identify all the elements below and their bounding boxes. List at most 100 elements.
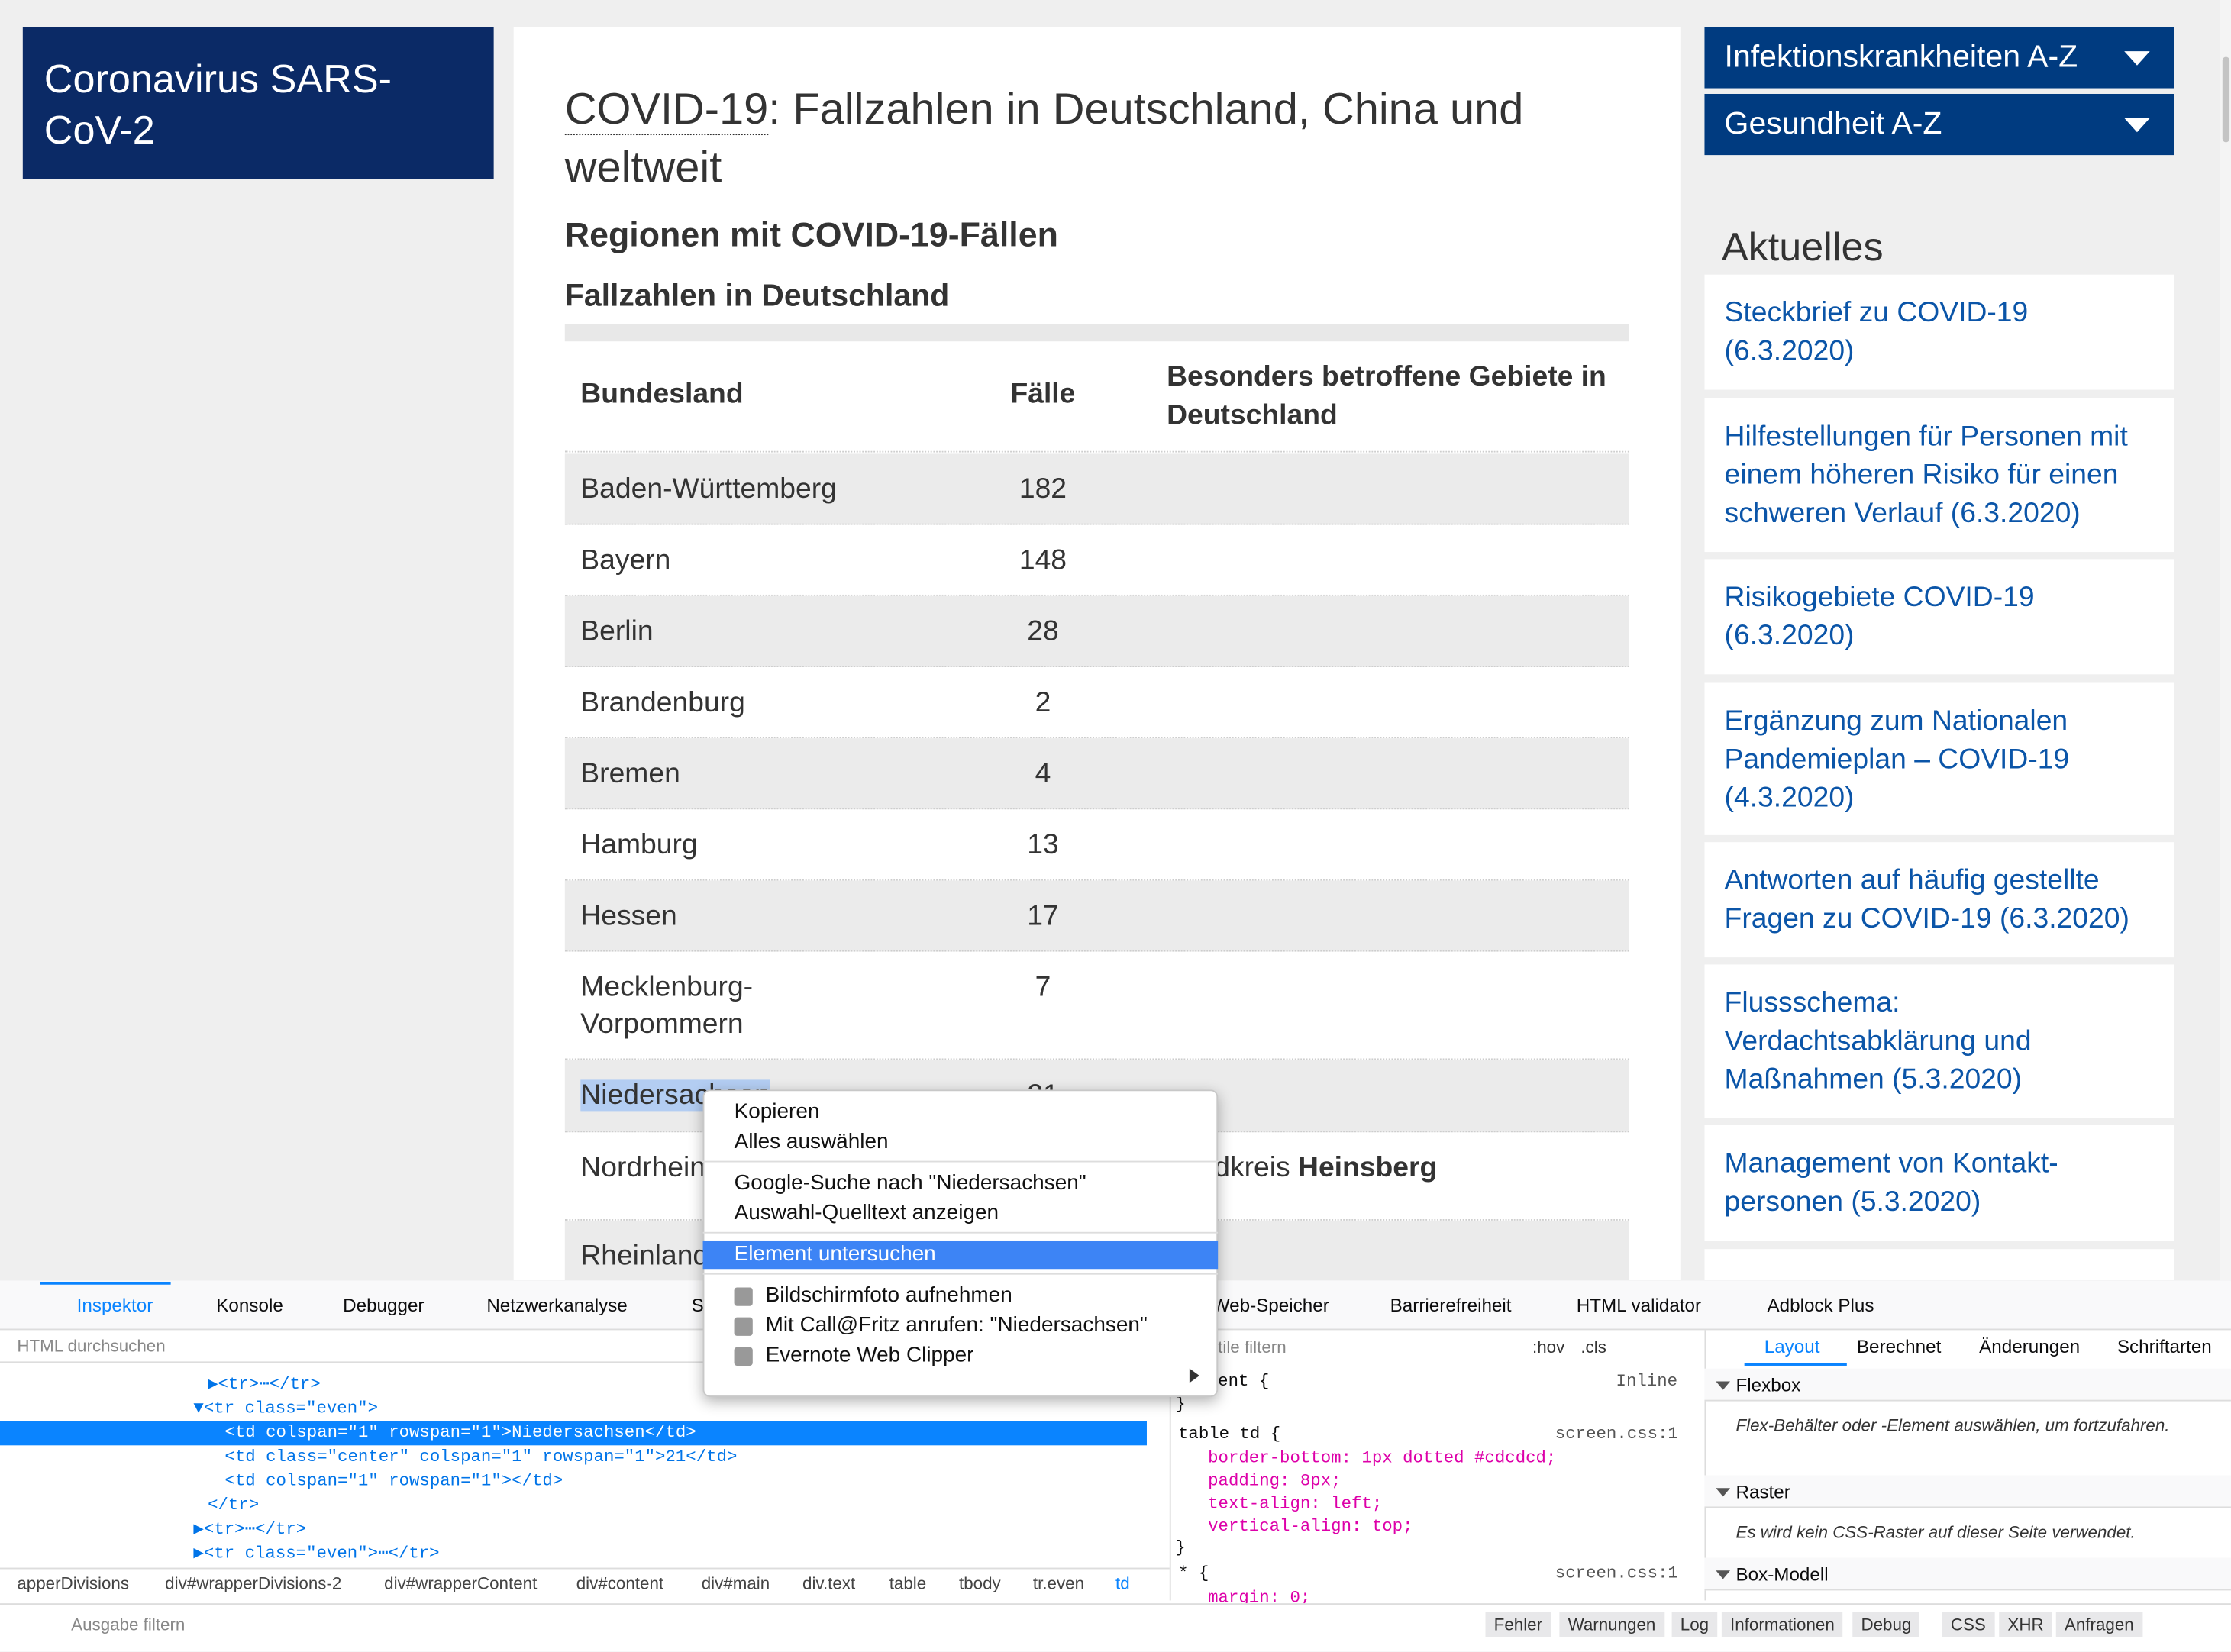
table-row bbox=[564, 595, 1629, 667]
menu-item[interactable]: Mit Call@Fritz anrufen: "Niedersachsen" bbox=[765, 1313, 1148, 1337]
menu-separator bbox=[702, 1273, 1219, 1275]
menu-item[interactable]: Kopieren bbox=[734, 1099, 820, 1124]
console-button[interactable]: Informationen bbox=[1721, 1612, 1843, 1637]
news-link[interactable]: Antworten auf häufig gestellte Fragen zu… bbox=[1724, 865, 2129, 935]
devtools-tab[interactable]: Netzwerkanalyse bbox=[486, 1294, 628, 1316]
table-top-bar bbox=[564, 324, 1629, 342]
css-tool[interactable]: .cls bbox=[1580, 1337, 1606, 1357]
layout-tab[interactable]: Berechnet bbox=[1856, 1335, 1942, 1357]
section-title: Coronavirus SARS-CoV-2 bbox=[44, 56, 392, 153]
menu-item[interactable]: Bildschirmfoto aufnehmen bbox=[765, 1283, 1012, 1308]
table-row bbox=[564, 951, 1629, 1060]
breadcrumb[interactable]: apperDivisions bbox=[17, 1573, 130, 1594]
abbr: COVID-19 bbox=[564, 83, 769, 136]
console-button[interactable]: XHR bbox=[1999, 1612, 2052, 1637]
nav-label[interactable]: Gesundheit A-Z bbox=[1724, 105, 1942, 141]
news-link[interactable]: Steckbrief zu COVID-19 (6.3.2020) bbox=[1724, 297, 2029, 367]
news-link[interactable]: Risikogebiete COVID-19 (6.3.2020) bbox=[1724, 582, 2035, 652]
layout-tab[interactable]: Layout bbox=[1764, 1335, 1820, 1357]
section-title[interactable]: Flexbox bbox=[1735, 1374, 1801, 1396]
console-filter[interactable]: Ausgabe filtern bbox=[71, 1615, 186, 1635]
menu-item[interactable]: Alles auswählen bbox=[734, 1129, 889, 1154]
cell-name: Brandenburg bbox=[580, 684, 865, 721]
row-border bbox=[564, 450, 1629, 453]
cell-name: Bremen bbox=[580, 756, 865, 792]
news-card bbox=[1704, 964, 2174, 1118]
section-title[interactable]: Box-Modell bbox=[1735, 1563, 1829, 1585]
breadcrumb[interactable]: div#wrapperContent bbox=[384, 1573, 538, 1594]
html-line[interactable]: ▼<tr class="even"> bbox=[193, 1398, 378, 1418]
layout-panel bbox=[1704, 1330, 2230, 1601]
table-row bbox=[564, 738, 1629, 810]
breadcrumb[interactable]: div#main bbox=[701, 1573, 770, 1594]
css-line: border-bottom: 1px dotted #cdcdcd; bbox=[1208, 1448, 1557, 1469]
breadcrumb[interactable]: div#wrapperDivisions-2 bbox=[165, 1573, 342, 1594]
devtools-tab[interactable]: Web-Speicher bbox=[1212, 1294, 1329, 1316]
menu-item[interactable]: Evernote Web Clipper bbox=[765, 1343, 974, 1367]
breadcrumb[interactable]: td bbox=[1115, 1573, 1130, 1594]
breadcrumb[interactable]: tr.even bbox=[1032, 1573, 1085, 1594]
console-button[interactable]: Fehler bbox=[1485, 1612, 1551, 1637]
table-row bbox=[564, 524, 1629, 596]
news-link[interactable]: Management von Kontakt-personen (5.3.202… bbox=[1724, 1147, 2058, 1218]
menu-item[interactable]: Auswahl-Quelltext anzeigen bbox=[734, 1200, 999, 1225]
breadcrumb[interactable]: div#content bbox=[576, 1573, 664, 1594]
css-source[interactable]: Inline bbox=[1616, 1371, 1678, 1392]
section-text: Flex-Behälter oder -Element auswählen, u… bbox=[1735, 1415, 2170, 1436]
css-line: } bbox=[1175, 1394, 1186, 1415]
search-row bbox=[0, 1330, 1170, 1363]
html-search[interactable]: HTML durchsuchen bbox=[17, 1335, 166, 1356]
news-card bbox=[1704, 559, 2174, 675]
tab-underline bbox=[1744, 1363, 1847, 1366]
heading-2: Regionen mit COVID-19-Fällen bbox=[564, 216, 1058, 255]
menu-item[interactable]: Element untersuchen bbox=[734, 1241, 936, 1266]
css-source[interactable]: screen.css:1 bbox=[1555, 1424, 1678, 1444]
breadcrumb[interactable]: tbody bbox=[958, 1573, 1001, 1594]
menu-item[interactable]: Google-Suche nach "Niedersachsen" bbox=[734, 1170, 1086, 1195]
th: Besonders betroffene Gebiete in Deutschl… bbox=[1167, 361, 1606, 431]
aktuelles-title: Aktuelles bbox=[1721, 224, 1884, 269]
state-name: Berlin bbox=[580, 615, 654, 647]
breadcrumb[interactable]: div.text bbox=[802, 1573, 856, 1594]
state-name: Mecklenburg-Vorpommern bbox=[580, 971, 754, 1041]
devtools-tab[interactable]: Inspektor bbox=[76, 1294, 153, 1316]
nav-dropdown[interactable] bbox=[1704, 93, 2174, 156]
section-title[interactable]: Raster bbox=[1735, 1480, 1790, 1502]
console-button[interactable]: CSS bbox=[1942, 1612, 1995, 1637]
breadcrumb[interactable]: table bbox=[889, 1573, 927, 1594]
html-line[interactable]: ▶<tr>⋯</tr> bbox=[193, 1519, 307, 1540]
heading-3: Fallzahlen in Deutschland bbox=[564, 277, 950, 313]
css-tool[interactable]: :hov bbox=[1532, 1337, 1565, 1357]
layout-tab[interactable]: Schriftarten bbox=[2116, 1335, 2212, 1357]
layout-tab[interactable]: Änderungen bbox=[1979, 1335, 2081, 1357]
css-panel bbox=[1169, 1330, 1705, 1601]
cell-cases: 28 bbox=[1027, 615, 1059, 647]
html-line[interactable]: <td colspan="1" rowspan="1"></td> bbox=[224, 1470, 563, 1491]
devtools-tab[interactable]: Konsole bbox=[216, 1294, 283, 1316]
css-filter[interactable]: tile filtern bbox=[1218, 1337, 1287, 1357]
news-link[interactable]: Ergänzung zum Nationalen Pandemieplan – … bbox=[1724, 705, 2070, 814]
html-line[interactable]: <td class="center" colspan="1" rowspan="… bbox=[224, 1447, 738, 1467]
console-button[interactable]: Warnungen bbox=[1559, 1612, 1664, 1637]
console-button[interactable]: Log bbox=[1671, 1612, 1718, 1637]
dropdown-arrow bbox=[2124, 118, 2150, 133]
html-line[interactable]: ▶<tr class="even">⋯</tr> bbox=[193, 1543, 440, 1563]
console-button[interactable]: Debug bbox=[1852, 1612, 1920, 1637]
html-line[interactable]: ▶<tr>⋯</tr> bbox=[208, 1374, 321, 1395]
console-button[interactable]: Anfragen bbox=[2055, 1612, 2142, 1637]
scrollbar bbox=[2220, 0, 2231, 1281]
state-name: Brandenburg bbox=[580, 687, 745, 719]
devtools-tab[interactable]: Barrierefreiheit bbox=[1390, 1294, 1512, 1316]
news-link[interactable]: Flussschema: Verdachtsabklärung und Maßn… bbox=[1724, 987, 2032, 1095]
page-title: COVID-19: Fallzahlen in Deutschland, Chi… bbox=[564, 79, 1618, 196]
devtools-tab[interactable]: S bbox=[691, 1294, 704, 1316]
nav-dropdown[interactable] bbox=[1704, 27, 2174, 89]
nav-label[interactable]: Infektionskrankheiten A-Z bbox=[1724, 38, 2078, 74]
news-link[interactable]: Hilfestellungen für Personen mit einem h… bbox=[1724, 421, 2128, 530]
devtools-tab[interactable]: HTML validator bbox=[1576, 1294, 1702, 1316]
devtools-tab[interactable]: Adblock Plus bbox=[1767, 1294, 1874, 1316]
devtools-tab[interactable]: Debugger bbox=[343, 1294, 425, 1316]
html-line[interactable]: <td colspan="1" rowspan="1">Niedersachse… bbox=[224, 1422, 696, 1443]
html-line[interactable]: </tr> bbox=[208, 1495, 260, 1515]
css-source[interactable]: screen.css:1 bbox=[1555, 1563, 1678, 1584]
